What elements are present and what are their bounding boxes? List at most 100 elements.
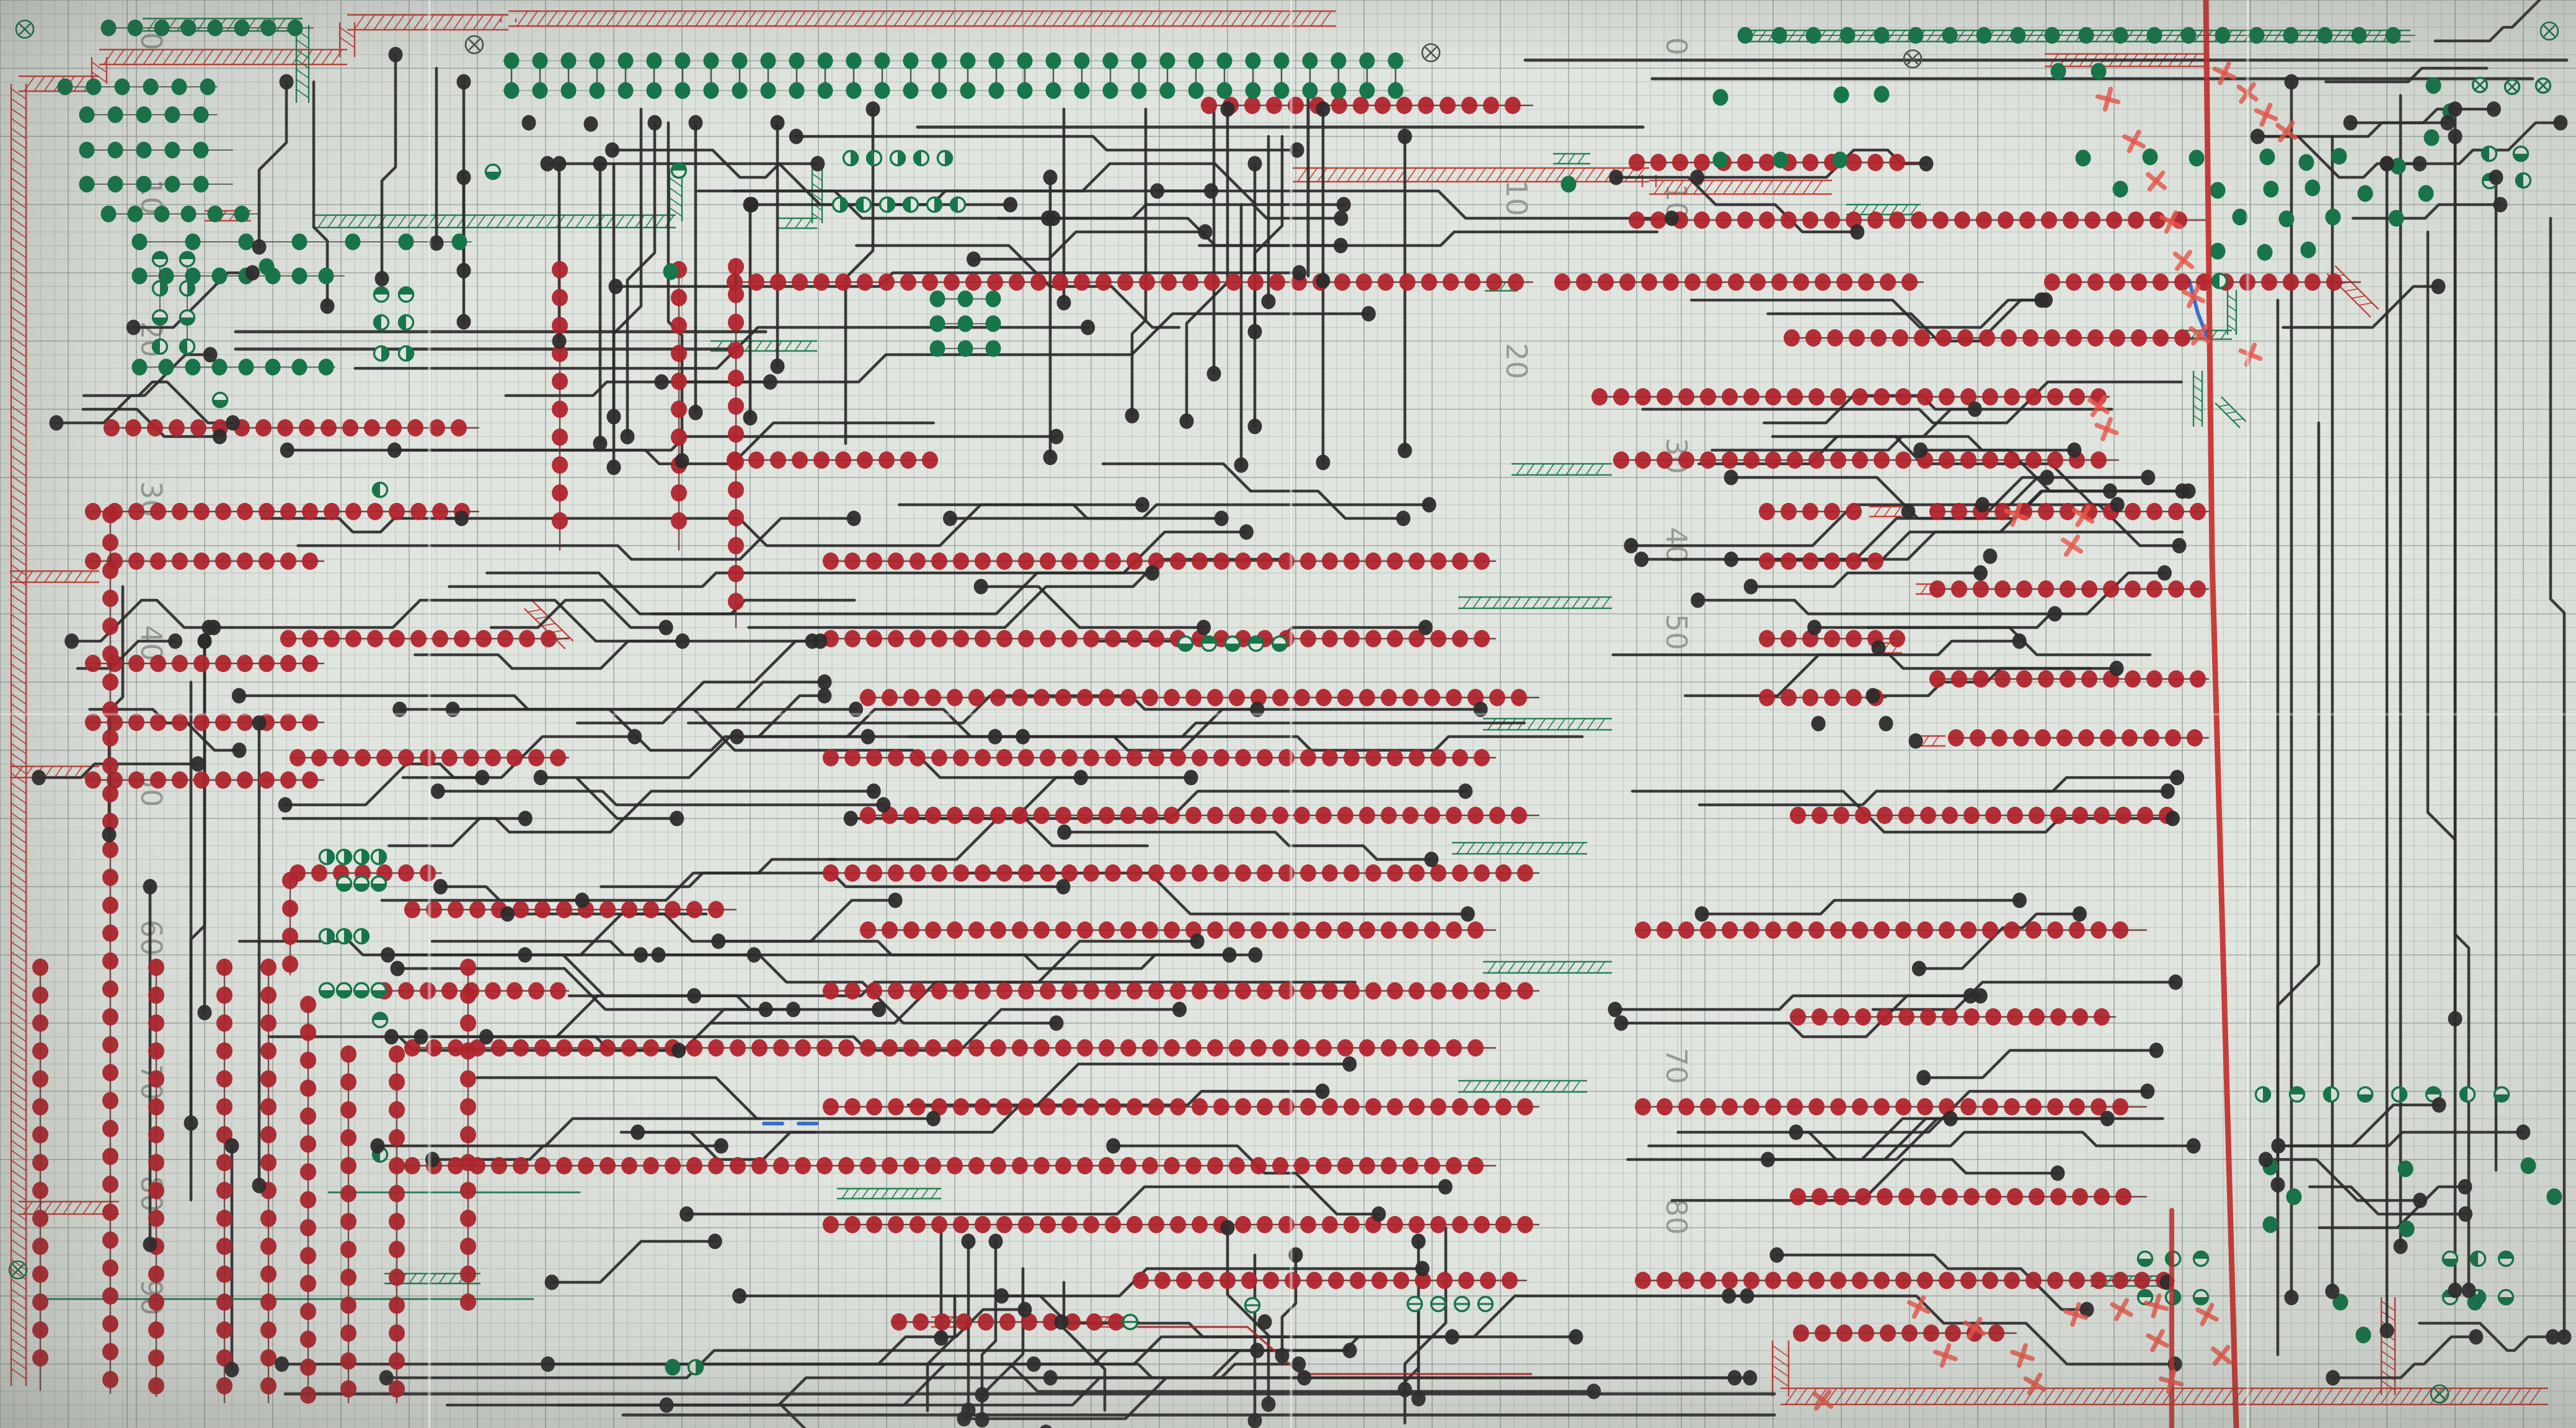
red-pad xyxy=(1787,1272,1803,1289)
red-pad xyxy=(1678,1272,1694,1289)
green-via xyxy=(451,233,467,251)
red-pad xyxy=(1858,1324,1874,1342)
red-pad xyxy=(2081,580,2097,598)
red-pad xyxy=(193,771,210,789)
red-pad xyxy=(216,1154,232,1171)
red-pad xyxy=(2060,503,2076,520)
ink-pad xyxy=(370,1138,385,1154)
red-pad xyxy=(1846,154,1862,171)
red-pad xyxy=(513,901,529,918)
green-via xyxy=(675,52,691,69)
red-pad xyxy=(1306,1272,1322,1289)
ink-pad xyxy=(2079,1302,2094,1318)
red-pad xyxy=(1855,807,1871,824)
red-pad xyxy=(300,1275,316,1292)
red-pad xyxy=(1316,1039,1332,1057)
red-pad xyxy=(32,1182,48,1199)
green-via xyxy=(193,141,209,159)
red-pad xyxy=(389,1352,405,1370)
ink-pad xyxy=(533,769,548,786)
green-via xyxy=(1773,151,1789,169)
red-pad xyxy=(1440,97,1456,114)
green-via xyxy=(259,258,275,275)
red-pad xyxy=(2004,451,2020,469)
red-pad xyxy=(1322,1216,1338,1233)
red-pad xyxy=(844,552,861,570)
red-pad xyxy=(686,1039,702,1057)
red-pad xyxy=(1867,211,1883,229)
red-pad xyxy=(996,1216,1012,1233)
green-via xyxy=(2286,1188,2302,1205)
green-via xyxy=(1131,52,1147,69)
red-pad xyxy=(102,1064,118,1081)
green-via-half xyxy=(213,400,228,407)
red-pad xyxy=(1018,552,1034,570)
red-pad xyxy=(1343,552,1360,570)
red-pad xyxy=(1678,1098,1694,1115)
red-pad xyxy=(1142,1039,1158,1057)
red-pad xyxy=(102,1287,118,1305)
ink-pad xyxy=(1172,1001,1187,1018)
red-pad xyxy=(340,1157,356,1174)
red-pad xyxy=(1781,211,1797,229)
red-pad xyxy=(148,1154,164,1171)
red-pad xyxy=(823,1216,839,1233)
red-pad xyxy=(1061,864,1078,882)
green-via xyxy=(503,52,520,69)
green-via-half xyxy=(354,884,369,891)
green-via xyxy=(2262,1216,2278,1233)
red-pad xyxy=(925,921,941,939)
red-pad xyxy=(552,401,568,418)
red-pad xyxy=(1914,329,1930,347)
ink-pad xyxy=(2284,1290,2299,1306)
red-pad xyxy=(953,864,969,882)
red-pad xyxy=(728,593,744,610)
ink-pad xyxy=(143,1236,157,1253)
red-pad xyxy=(823,864,839,882)
red-pad xyxy=(1229,1157,1245,1174)
red-pad xyxy=(1402,921,1419,939)
ink-pad xyxy=(942,510,957,526)
red-pad xyxy=(728,453,744,471)
red-pad xyxy=(299,419,315,437)
ink-pad xyxy=(2379,1323,2394,1339)
red-pad xyxy=(1278,1216,1295,1233)
red-pad xyxy=(237,655,253,672)
red-pad xyxy=(389,1157,405,1174)
red-pad xyxy=(148,987,164,1004)
red-pad xyxy=(1805,329,1821,347)
ink-pad xyxy=(1694,906,1709,922)
red-pad xyxy=(1120,807,1136,824)
red-pad xyxy=(947,807,963,824)
red-pad xyxy=(671,401,687,418)
red-pad xyxy=(216,1014,232,1032)
red-pad xyxy=(102,1176,118,1193)
red-pad xyxy=(990,689,1006,706)
red-pad xyxy=(844,982,861,1000)
red-pad xyxy=(1694,154,1710,171)
red-pad xyxy=(552,317,568,334)
red-pad xyxy=(1424,1039,1440,1057)
green-via-half xyxy=(374,287,389,295)
red-pad xyxy=(1387,749,1403,766)
red-pad xyxy=(600,1039,616,1057)
circled-x-icon xyxy=(15,19,35,39)
red-pad xyxy=(931,552,947,570)
red-pad xyxy=(931,982,947,1000)
green-via xyxy=(2399,1220,2415,1238)
ink-pad xyxy=(32,769,46,786)
red-pad xyxy=(1381,1157,1397,1174)
red-pad xyxy=(773,1039,789,1057)
ink-pad xyxy=(872,1001,887,1018)
ink-pad xyxy=(2516,1124,2531,1140)
red-pad xyxy=(903,807,919,824)
red-pad xyxy=(1387,864,1403,882)
red-pad xyxy=(888,552,904,570)
red-pad xyxy=(665,1157,681,1174)
green-via xyxy=(180,19,197,37)
red-pad xyxy=(215,655,231,672)
red-pad xyxy=(1381,689,1397,706)
red-pad xyxy=(1278,982,1295,1000)
red-pad xyxy=(1635,388,1651,406)
ink-pad xyxy=(849,701,864,717)
